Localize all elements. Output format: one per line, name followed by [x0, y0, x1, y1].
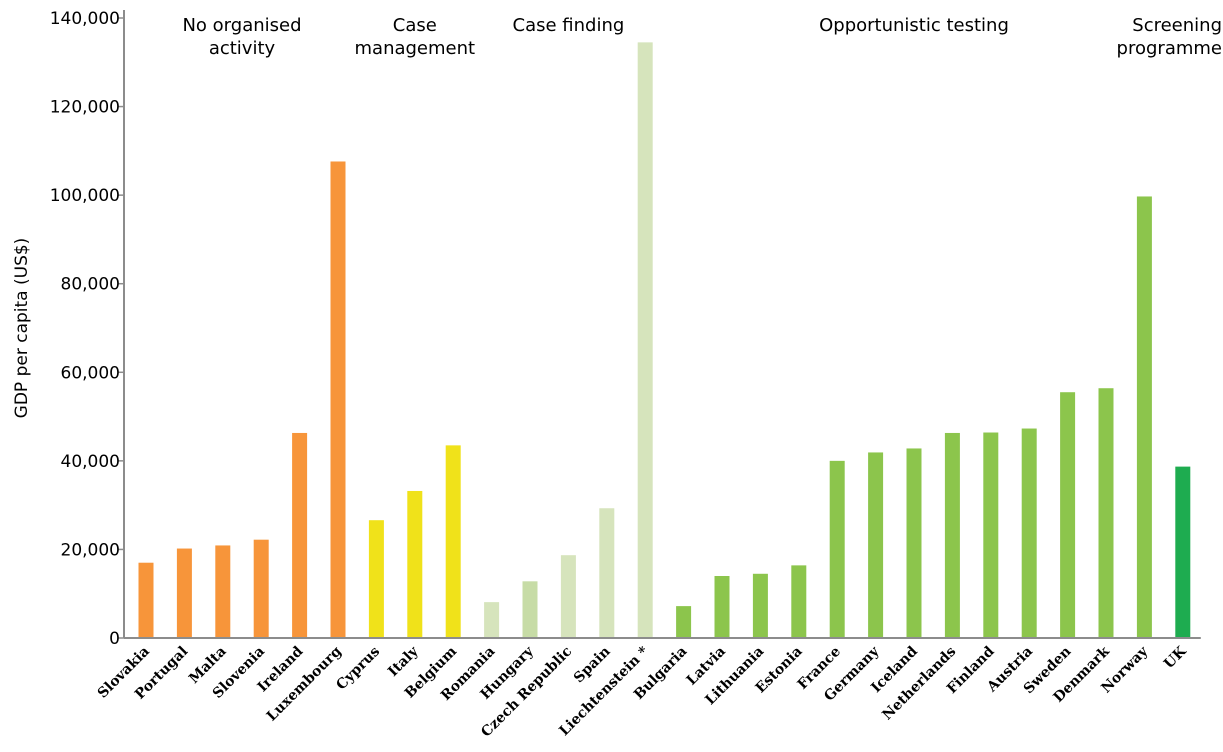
y-tick-label: 100,000 [50, 186, 120, 206]
bar [791, 565, 807, 638]
bar [637, 42, 653, 639]
y-tick-label: 40,000 [61, 452, 120, 472]
x-tick-label: UK [1161, 643, 1190, 672]
group-label: Case finding [513, 15, 625, 36]
bar [1175, 466, 1191, 638]
group-label: management [355, 38, 476, 59]
y-tick-label: 20,000 [61, 540, 120, 560]
bar [215, 545, 231, 638]
bar [445, 445, 461, 638]
bar [944, 432, 960, 638]
group-label: Opportunistic testing [819, 15, 1009, 36]
bar [253, 539, 269, 638]
y-axis-ticks: 0 20,000 40,000 60,000 80,000 100,000 120,000 1… [50, 9, 124, 649]
y-axis-title: GDP per capita (US$) [12, 238, 32, 419]
bar [560, 555, 576, 638]
bar [906, 448, 922, 638]
bar [407, 490, 423, 638]
bar [522, 581, 538, 638]
group-label: Screening [1132, 15, 1222, 36]
y-tick-label: 120,000 [50, 98, 120, 118]
bar [330, 161, 346, 638]
bar [1136, 196, 1152, 638]
bar [829, 460, 845, 638]
bar [1060, 392, 1076, 638]
bar [714, 576, 730, 638]
bar [676, 606, 692, 638]
group-label: No organised [182, 15, 301, 36]
bar [368, 520, 384, 638]
group-label: activity [209, 38, 276, 59]
bar [868, 452, 884, 638]
bar [599, 508, 615, 638]
bars [138, 42, 1191, 639]
bar [484, 602, 500, 638]
group-label: programme [1117, 38, 1222, 59]
y-tick-label: 140,000 [50, 9, 120, 29]
y-tick-label: 0 [109, 629, 120, 649]
bar [983, 432, 999, 638]
bar [1021, 428, 1037, 638]
bar [176, 548, 192, 638]
bar [1098, 388, 1114, 638]
bar [138, 562, 154, 638]
x-axis-labels: SlovakiaPortugalMaltaSloveniaIrelandLuxe… [95, 643, 1190, 741]
y-tick-label: 80,000 [61, 275, 120, 295]
y-tick-label: 60,000 [61, 363, 120, 383]
group-label: Case [393, 15, 437, 36]
bar [752, 573, 768, 638]
bar [292, 432, 308, 638]
